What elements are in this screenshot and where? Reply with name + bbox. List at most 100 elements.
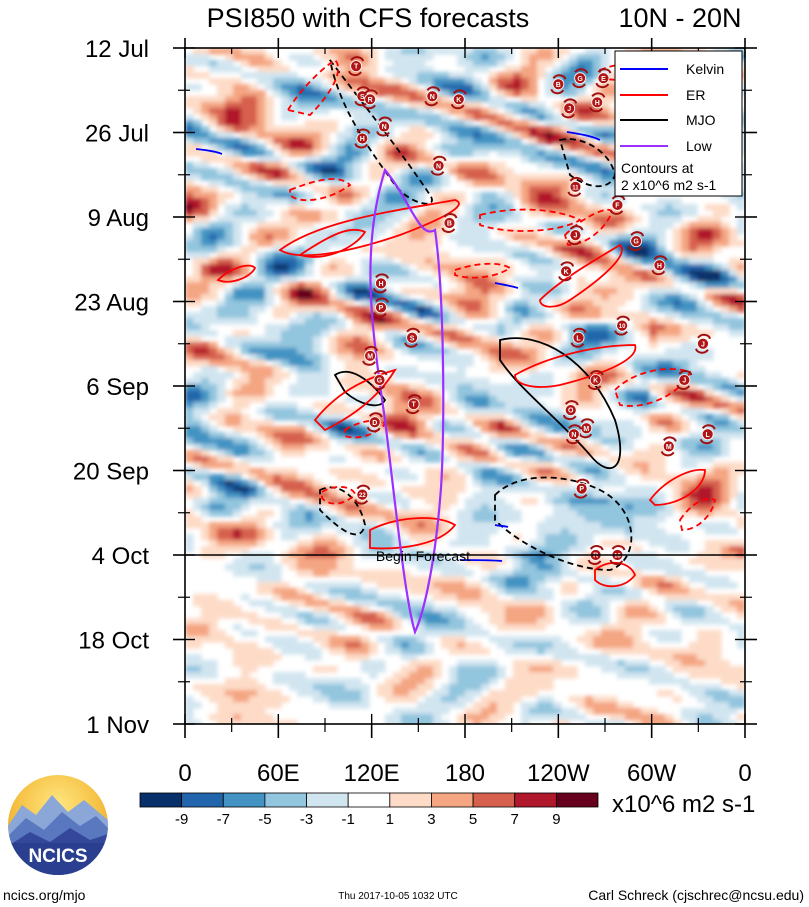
field-cell xyxy=(657,492,666,499)
field-cell xyxy=(297,438,306,445)
field-cell xyxy=(433,558,442,565)
field-cell xyxy=(425,162,434,169)
field-cell xyxy=(241,168,250,175)
field-cell xyxy=(297,408,306,415)
field-cell xyxy=(265,408,274,415)
field-cell xyxy=(377,78,386,85)
field-cell xyxy=(457,384,466,391)
field-cell xyxy=(193,420,202,427)
field-cell xyxy=(385,222,394,229)
field-cell xyxy=(609,480,618,487)
field-cell xyxy=(513,216,522,223)
field-cell xyxy=(561,186,570,193)
field-cell xyxy=(665,264,674,271)
field-cell xyxy=(241,426,250,433)
field-cell xyxy=(393,594,402,601)
field-cell xyxy=(441,96,450,103)
field-cell xyxy=(721,312,730,319)
field-cell xyxy=(529,174,538,181)
field-cell xyxy=(481,534,490,541)
field-cell xyxy=(209,432,218,439)
field-cell xyxy=(409,132,418,139)
field-cell xyxy=(545,312,554,319)
field-cell xyxy=(409,168,418,175)
field-cell xyxy=(553,570,562,577)
field-cell xyxy=(705,492,714,499)
field-cell xyxy=(497,384,506,391)
field-cell xyxy=(377,294,386,301)
field-cell xyxy=(497,318,506,325)
field-cell xyxy=(305,126,314,133)
field-cell xyxy=(553,468,562,475)
field-cell xyxy=(593,582,602,589)
field-cell xyxy=(185,66,194,73)
field-cell xyxy=(425,444,434,451)
field-cell xyxy=(577,54,586,61)
field-cell xyxy=(201,426,210,433)
field-cell xyxy=(505,48,514,55)
field-cell xyxy=(513,252,522,259)
field-cell xyxy=(593,54,602,61)
field-cell xyxy=(625,270,634,277)
field-cell xyxy=(617,288,626,295)
field-cell xyxy=(273,426,282,433)
field-cell xyxy=(561,72,570,79)
field-cell xyxy=(729,312,738,319)
field-cell xyxy=(593,474,602,481)
field-cell xyxy=(337,132,346,139)
field-cell xyxy=(257,144,266,151)
field-cell xyxy=(625,258,634,265)
field-cell xyxy=(225,372,234,379)
field-cell xyxy=(297,366,306,373)
field-cell xyxy=(225,222,234,229)
field-cell xyxy=(353,192,362,199)
field-cell xyxy=(729,540,738,547)
field-cell xyxy=(505,588,514,595)
field-cell xyxy=(665,210,674,217)
field-cell xyxy=(593,294,602,301)
field-cell xyxy=(529,468,538,475)
field-cell xyxy=(385,270,394,277)
field-cell xyxy=(345,468,354,475)
field-cell xyxy=(481,414,490,421)
field-cell xyxy=(433,594,442,601)
field-cell xyxy=(665,198,674,205)
field-cell xyxy=(425,432,434,439)
field-cell xyxy=(465,270,474,277)
field-cell xyxy=(401,240,410,247)
field-cell xyxy=(673,444,682,451)
field-cell xyxy=(537,306,546,313)
field-cell xyxy=(697,366,706,373)
field-cell xyxy=(209,456,218,463)
field-cell xyxy=(297,60,306,67)
field-cell xyxy=(537,600,546,607)
field-cell xyxy=(697,522,706,529)
field-cell xyxy=(561,162,570,169)
field-cell xyxy=(729,306,738,313)
field-cell xyxy=(441,318,450,325)
field-cell xyxy=(593,522,602,529)
field-cell xyxy=(729,198,738,205)
field-cell xyxy=(193,150,202,157)
field-cell xyxy=(193,414,202,421)
field-cell xyxy=(329,264,338,271)
field-cell xyxy=(297,372,306,379)
field-cell xyxy=(545,450,554,457)
field-cell xyxy=(449,540,458,547)
field-cell xyxy=(553,528,562,535)
field-cell xyxy=(353,504,362,511)
field-cell xyxy=(401,228,410,235)
field-cell xyxy=(345,270,354,277)
field-cell xyxy=(265,390,274,397)
field-cell xyxy=(201,432,210,439)
field-cell xyxy=(585,132,594,139)
field-cell xyxy=(561,210,570,217)
field-cell xyxy=(329,336,338,343)
field-cell xyxy=(689,228,698,235)
field-cell xyxy=(633,522,642,529)
field-cell xyxy=(545,114,554,121)
field-cell xyxy=(721,228,730,235)
field-cell xyxy=(185,204,194,211)
field-cell xyxy=(609,276,618,283)
field-cell xyxy=(377,516,386,523)
